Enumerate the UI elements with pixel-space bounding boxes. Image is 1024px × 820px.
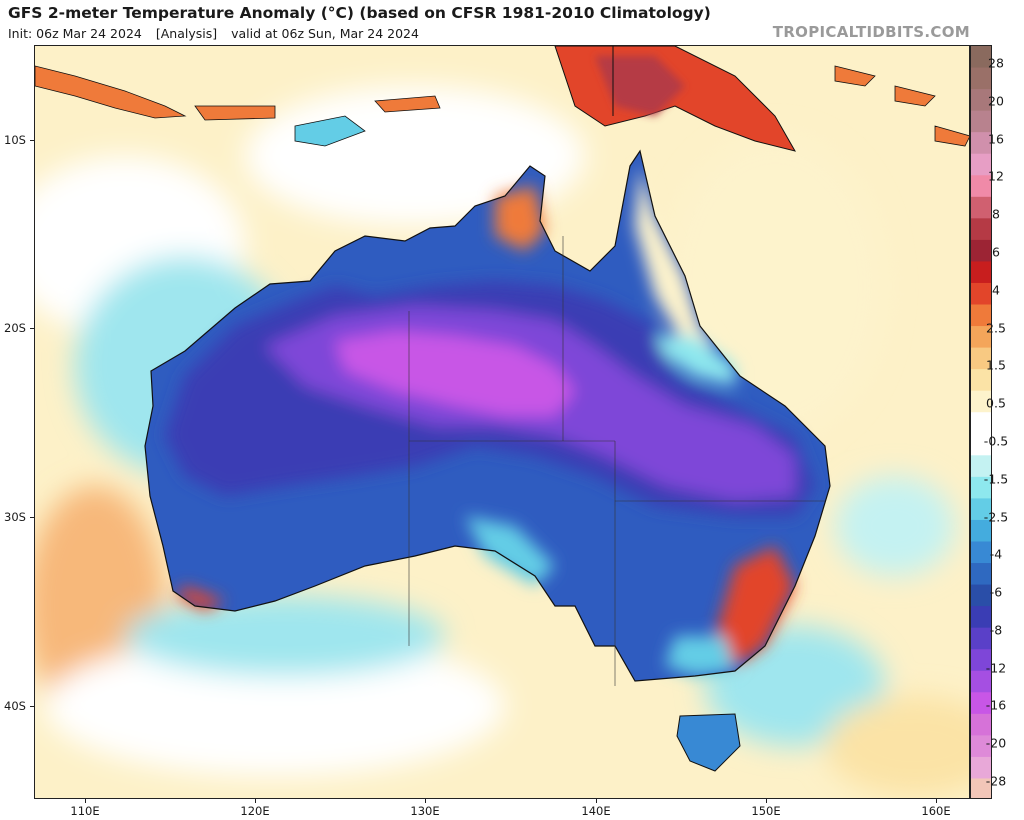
colorbar-swatch [971,67,991,90]
colorbar-swatch [971,46,991,69]
colorbar-swatch [971,132,991,155]
colorbar-label: -2.5 [983,509,1009,524]
colorbar-swatch [971,606,991,629]
colorbar-swatch [971,713,991,736]
lon-label-150e: 150E [751,804,781,818]
colorbar-label: 2.5 [986,320,1006,335]
colorbar-label: -28 [985,773,1007,789]
colorbar-swatch [971,369,991,392]
lon-label-120e: 120E [240,804,270,818]
indonesia-islands [35,65,969,147]
anomaly-map [34,45,970,799]
map-canvas [35,46,969,798]
lat-label-30s: 30S [4,510,26,524]
colorbar-label: 4 [992,282,1000,298]
colorbar-swatch [971,304,991,327]
colorbar-label: -1.5 [983,471,1009,487]
colorbar-swatch [971,649,991,672]
valid-time: valid at 06z Sun, Mar 24 2024 [231,26,419,41]
new-guinea [554,46,797,152]
colorbar-swatch [971,455,991,478]
colorbar-label: -20 [985,735,1007,751]
colorbar-swatch [971,110,991,133]
colorbar-swatch [971,756,991,780]
colorbar-swatch [971,670,991,693]
colorbar-swatch [971,153,991,176]
colorbar-swatches [971,46,991,798]
lat-label-40s: 40S [4,699,26,713]
site-credit: TROPICALTIDBITS.COM [772,23,970,41]
init-time: Init: 06z Mar 24 2024 [8,26,142,41]
lon-label-160e: 160E [921,804,951,818]
colorbar-swatch [971,692,991,715]
colorbar [970,45,992,799]
colorbar-swatch [971,541,991,564]
colorbar-label: -12 [985,660,1007,676]
colorbar-label: 0.5 [986,395,1006,411]
colorbar-swatch [971,778,991,798]
colorbar-swatch [971,175,991,198]
colorbar-swatch [971,476,991,499]
colorbar-label: -16 [985,697,1007,713]
subtitle: Init: 06z Mar 24 2024 [Analysis] valid a… [8,26,429,41]
colorbar-swatch [971,735,991,758]
colorbar-swatch [971,412,991,435]
colorbar-swatch [971,196,991,219]
colorbar-swatch [971,261,991,284]
colorbar-swatch [971,584,991,607]
colorbar-swatch [971,390,991,413]
chart-title: GFS 2-meter Temperature Anomaly (°C) (ba… [8,4,711,22]
australia-landmass [144,149,831,686]
colorbar-swatch [971,282,991,306]
lon-label-110e: 110E [70,804,100,818]
colorbar-label: 8 [992,206,1000,222]
colorbar-swatch [971,326,991,349]
colorbar-label: -6 [989,584,1003,600]
colorbar-swatch [971,563,991,586]
colorbar-label: 1.5 [986,357,1006,373]
colorbar-label: 16 [988,131,1004,147]
colorbar-swatch [971,498,991,521]
lat-label-20s: 20S [4,321,26,335]
colorbar-label: -4 [989,546,1003,562]
lon-label-140e: 140E [581,804,611,818]
colorbar-swatch [971,347,991,370]
colorbar-swatch [971,218,991,241]
colorbar-swatch [971,89,991,112]
lat-label-10s: 10S [4,133,26,147]
colorbar-label: 28 [988,55,1004,71]
tasmania [676,713,741,772]
analysis-tag: [Analysis] [155,26,218,41]
colorbar-label: -8 [989,622,1003,638]
colorbar-label: 20 [988,93,1004,109]
colorbar-swatch [971,519,991,543]
colorbar-swatch [971,239,991,263]
colorbar-label: 12 [988,168,1004,184]
colorbar-swatch [971,627,991,650]
lon-label-130e: 130E [410,804,440,818]
colorbar-label: -0.5 [983,433,1009,449]
colorbar-label: 6 [992,244,1000,260]
colorbar-swatch [971,433,991,456]
